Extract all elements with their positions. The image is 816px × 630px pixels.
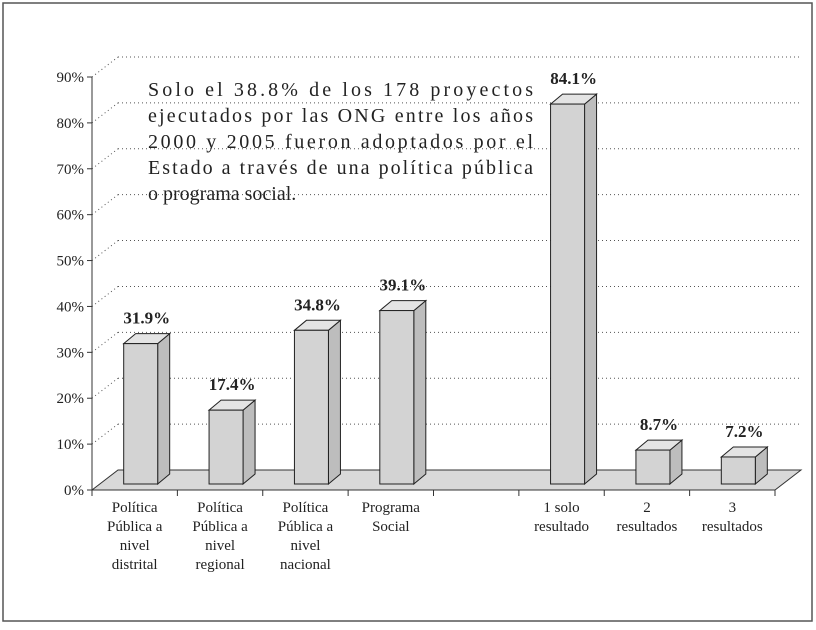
grid-line [91,423,119,445]
x-tick-label: 3 [729,500,737,516]
y-tick-label: 30% [57,345,85,361]
y-tick-label: 0% [64,483,84,499]
x-tick-label: Social [372,519,410,535]
x-tick-label: nivel [205,538,235,554]
grid-line [91,286,119,307]
bar [293,329,329,485]
bar [123,343,159,485]
x-tick-label: Política [283,500,329,516]
grid-line [91,331,119,353]
value-label: 84.1% [550,69,597,88]
y-tick-label: 20% [57,391,85,407]
x-tick-label: resultados [617,519,678,535]
y-tick-label: 40% [57,299,85,315]
annotation: 2000 y 2005 fueron adoptados por el [148,131,533,153]
value-label: 17.4% [209,375,256,394]
bar-side [242,399,256,486]
bar-side [327,319,341,486]
x-tick-label: Pública a [278,519,334,535]
bar-side [413,299,427,486]
grid-line [91,240,119,261]
x-tick-label: nivel [120,538,150,554]
x-tick-label: resultado [534,519,589,535]
x-tick-label: Pública a [107,519,163,535]
y-tick-label: 60% [57,208,85,224]
value-label: 8.7% [640,415,678,434]
floor [90,469,803,491]
bar [208,409,244,485]
x-tick-label: nivel [290,538,320,554]
grid-line [91,56,119,78]
value-label: 34.8% [294,295,341,314]
y-tick-label: 80% [57,116,85,132]
x-tick-label: distrital [112,557,158,573]
bar [550,103,586,485]
x-tick-label: nacional [280,557,331,573]
x-tick-label: regional [195,557,244,573]
y-tick-label: 50% [57,254,85,270]
annotation: o programa social. [148,183,296,205]
x-tick-label: Política [112,500,158,516]
grid-line [91,102,119,124]
annotation: Estado a través de una política pública [148,157,533,179]
y-tick-label: 90% [57,70,85,86]
y-tick-label: 10% [57,437,85,453]
grid-line [91,148,119,170]
annotation: ejecutados por las ONG entre los años [148,105,533,127]
frame [2,2,813,622]
x-tick-label: Pública a [192,519,248,535]
x-tick-label: 1 solo [543,500,579,516]
x-tick-label: Programa [362,500,421,516]
value-label: 7.2% [725,422,763,441]
y-tick-label: 70% [57,162,85,178]
value-label: 31.9% [123,309,170,328]
bar [635,449,671,485]
x-tick-label: resultados [702,519,763,535]
bar [379,310,415,485]
bar-side [584,93,598,486]
x-tick-label: Política [197,500,243,516]
value-label: 39.1% [379,276,426,295]
grid-line [91,377,119,399]
x-tick-label: 2 [643,500,651,516]
bar-side [157,332,171,486]
grid-line [91,194,119,216]
annotation: Solo el 38.8% de los 178 proyectos [148,79,533,101]
bar [720,456,756,485]
